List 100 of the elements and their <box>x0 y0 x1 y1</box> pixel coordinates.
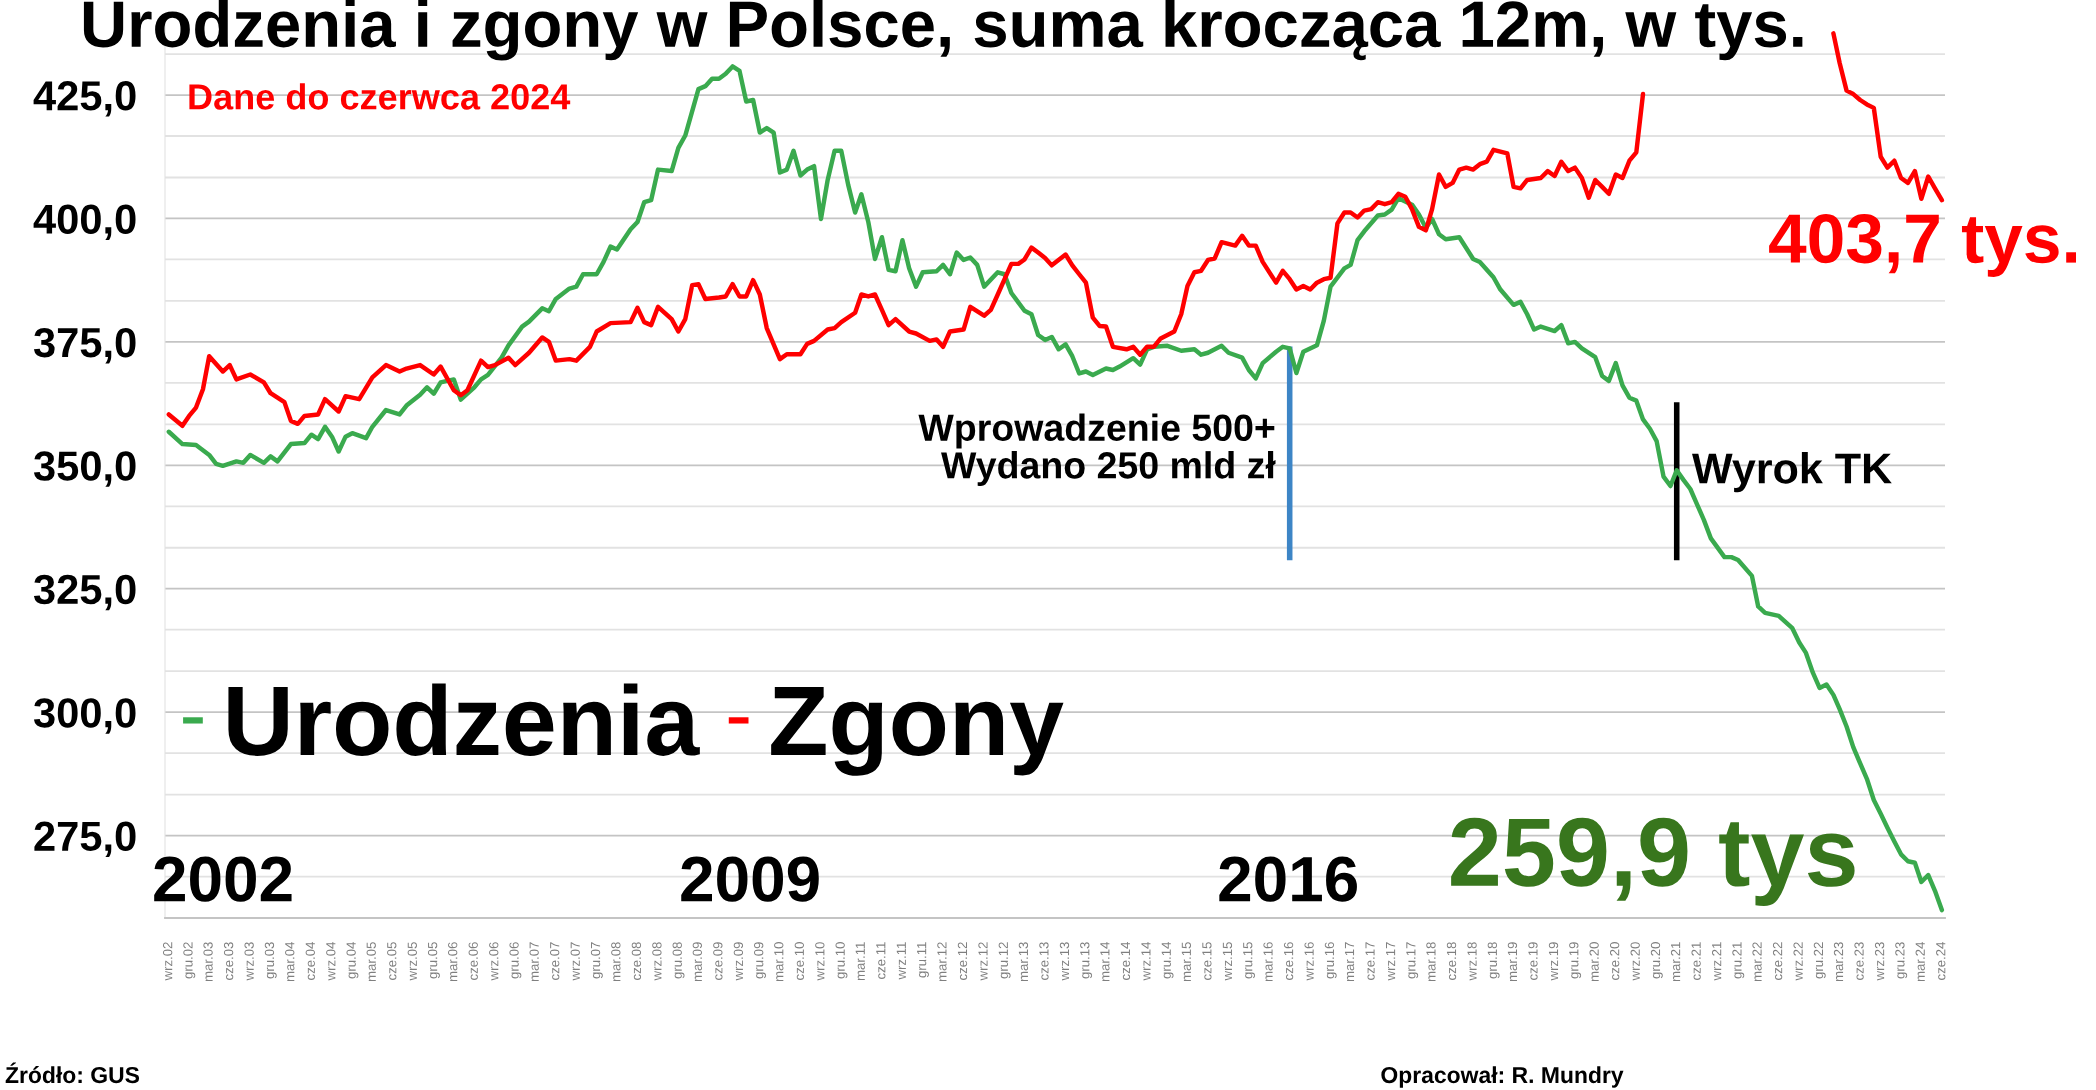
x-tick-label: cze.11 <box>876 942 886 979</box>
x-tick-label: gru.05 <box>427 942 440 979</box>
x-tick-label: gru.12 <box>998 942 1011 979</box>
x-tick-label: wrz.15 <box>1222 942 1233 981</box>
x-tick-label: cze.23 <box>1854 942 1864 980</box>
text: Opracował: R. Mundry <box>1381 1066 1624 1088</box>
x-tick-label: gru.20 <box>1650 942 1663 979</box>
x-tick-label: cze.08 <box>631 942 642 980</box>
x-tick-label: mar.13 <box>1018 942 1029 982</box>
x-tick-label: wrz.22 <box>1793 942 1803 981</box>
x-tick-label: cze.21 <box>1691 942 1701 980</box>
chart-title: Urodzenia i zgony w Polsce, suma krocząca 12m, w tys. <box>83 0 1803 61</box>
x-tick-label: cze.05 <box>387 942 397 980</box>
x-tick-label: wrz.12 <box>978 942 988 981</box>
x-tick-label: mar.16 <box>1263 942 1273 982</box>
y-tick-label: 275,0 <box>34 821 136 858</box>
x-tick-label: wrz.16 <box>1304 942 1314 981</box>
x-tick-label: wrz.20 <box>1630 942 1640 981</box>
x-tick-label: wrz.13 <box>1059 942 1070 981</box>
x-tick-label: cze.06 <box>468 942 478 980</box>
x-tick-label: mar.17 <box>1344 942 1355 982</box>
x-tick-label: wrz.14 <box>1141 942 1151 981</box>
x-tick-label: gru.16 <box>1324 942 1337 979</box>
x-tick-label: cze.12 <box>957 942 968 980</box>
x-tick-label: cze.19 <box>1528 942 1538 980</box>
x-tick-label: gru.14 <box>1161 941 1174 979</box>
x-tick-label: cze.17 <box>1365 942 1375 980</box>
x-tick-label: mar.09 <box>692 942 702 982</box>
x-tick-label: mar.08 <box>611 942 621 982</box>
x-tick-label: cze.09 <box>713 942 723 980</box>
ref-line-label: Wprowadzenie 500+ Wydano 250 mld zł <box>918 413 1276 487</box>
x-tick-label: cze.18 <box>1446 942 1457 980</box>
x-tick-label: gru.11 <box>917 942 929 978</box>
x-tick-label: mar.04 <box>285 941 295 982</box>
x-tick-label: wrz.06 <box>489 942 499 981</box>
annotation: 259,9 tys <box>1451 817 1855 906</box>
x-tick-label: gru.06 <box>509 942 522 979</box>
y-tick-label: 400,0 <box>33 204 136 241</box>
x-tick-label: gru.18 <box>1487 942 1500 979</box>
x-tick-label: cze.24 <box>1936 941 1946 980</box>
x-tick-label: cze.04 <box>305 941 315 980</box>
x-tick-label: cze.14 <box>1120 941 1131 980</box>
x-tick-label: mar.21 <box>1670 942 1681 982</box>
x-tick-label: gru.03 <box>264 942 277 979</box>
x-tick-label: wrz.02 <box>162 942 173 981</box>
x-tick-label: cze.10 <box>794 942 804 980</box>
x-tick-label: wrz.10 <box>815 942 825 981</box>
annotation: 2016 <box>1219 856 1357 902</box>
x-tick-label: wrz.03 <box>244 942 254 981</box>
x-tick-label: gru.21 <box>1732 942 1745 979</box>
x-tick-label: mar.24 <box>1915 941 1925 982</box>
x-tick-label: mar.15 <box>1181 942 1192 982</box>
y-tick-label: 375,0 <box>33 327 136 364</box>
x-tick-label: mar.20 <box>1589 942 1599 982</box>
x-tick-label: mar.11 <box>855 942 865 981</box>
x-tick-label: wrz.23 <box>1874 942 1885 981</box>
x-tick-label: mar.12 <box>937 942 947 982</box>
x-tick-label: gru.13 <box>1080 942 1093 979</box>
x-tick-label: wrz.21 <box>1711 942 1722 981</box>
y-tick-label: 300,0 <box>33 698 136 734</box>
x-tick-label: gru.09 <box>754 942 766 979</box>
x-tick-label: mar.06 <box>448 942 458 982</box>
x-tick-label: wrz.04 <box>326 942 336 981</box>
x-tick-label: cze.07 <box>550 942 560 980</box>
annotation: 2002 <box>154 856 292 902</box>
x-tick-label: cze.22 <box>1772 942 1783 980</box>
annotation: 403,7 tys. <box>1769 214 2077 278</box>
x-tick-label: mar.22 <box>1752 942 1762 982</box>
y-tick-label: 425,0 <box>33 81 136 117</box>
legend-label: Zgony <box>771 687 1064 776</box>
x-tick-label: wrz.08 <box>652 942 662 981</box>
x-tick-label: mar.19 <box>1507 942 1518 982</box>
x-tick-label: wrz.18 <box>1467 942 1477 981</box>
legend-label: Urodzenia <box>228 683 700 756</box>
x-tick-label: gru.02 <box>183 942 196 979</box>
x-tick-label: wrz.05 <box>407 942 417 981</box>
x-tick-label: gru.17 <box>1406 942 1419 979</box>
x-tick-label: wrz.11 <box>896 942 906 980</box>
x-tick-label: mar.10 <box>774 942 784 982</box>
x-tick-label: gru.22 <box>1813 942 1826 979</box>
x-tick-label: mar.05 <box>366 942 376 982</box>
x-tick-label: gru.23 <box>1895 942 1908 979</box>
x-tick-label: gru.19 <box>1569 942 1582 979</box>
x-tick-label: mar.14 <box>1100 941 1110 982</box>
annotation: 2009 <box>681 856 819 902</box>
x-tick-label: mar.03 <box>203 942 213 982</box>
y-tick-label: 350,0 <box>33 451 136 487</box>
ref-line-label: Wyrok TK <box>1692 452 1892 493</box>
x-tick-label: cze.20 <box>1609 942 1620 980</box>
text: Źródło: GUS <box>5 1062 140 1084</box>
x-tick-label: wrz.09 <box>733 942 744 981</box>
annotation: Dane do czerwca 2024 <box>189 83 571 110</box>
x-tick-label: mar.18 <box>1426 942 1436 982</box>
x-tick-label: gru.15 <box>1243 942 1255 979</box>
x-tick-label: cze.03 <box>223 942 234 980</box>
y-tick-label: 325,0 <box>33 574 136 611</box>
x-tick-label: cze.16 <box>1283 942 1294 980</box>
x-tick-label: mar.07 <box>529 942 539 982</box>
x-tick-label: cze.15 <box>1202 942 1212 980</box>
x-tick-label: mar.23 <box>1833 942 1844 982</box>
